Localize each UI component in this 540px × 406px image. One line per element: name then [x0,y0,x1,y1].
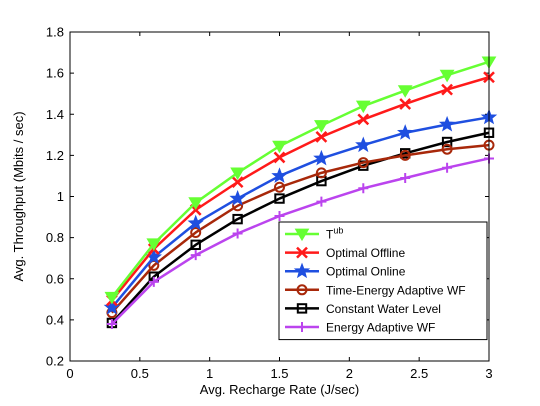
series-line-constant-water-level [110,131,490,324]
data-point-energy-adaptive-wf [148,276,159,287]
data-point-optimal-online [271,167,288,183]
x-tick-label: 1 [206,366,213,381]
data-point-optimal-online [103,298,121,315]
data-point-energy-adaptive-wf [232,228,243,239]
y-axis-label: Avg. Throughput (Mbits / sec) [11,111,26,281]
data-point-optimal-offline [315,130,328,143]
data-point-t [397,85,413,98]
data-point-t [146,238,162,251]
legend-label-optimal-online: Optimal Online [326,265,406,279]
plot-frame [69,31,490,362]
legend-entry-energy-adaptive-wf: Energy Adaptive WF [285,321,435,335]
data-point-optimal-offline [399,98,412,110]
data-point-time-energy-adaptive-wf [315,167,327,179]
data-point-optimal-offline [357,113,370,126]
data-point-t [104,291,120,305]
x-tick-label: 2.5 [410,366,428,381]
y-tick-label: 1.8 [46,25,64,40]
y-tick-label: 0.8 [46,230,64,245]
data-point-t [355,100,371,114]
legend-entry-time-energy-adaptive-wf: Time-Energy Adaptive WF [285,283,466,297]
data-point-optimal-online [313,149,330,166]
legend-label-constant-water-level: Constant Water Level [326,302,441,316]
legend-marker-t [294,228,310,242]
legend-marker-energy-adaptive-wf [297,322,307,332]
data-point-optimal-offline [231,176,244,188]
series-line-optimal-offline [110,76,490,302]
data-point-constant-water-level [441,136,453,148]
legend-marker-constant-water-level [296,303,308,314]
data-point-optimal-online [397,124,414,140]
data-point-time-energy-adaptive-wf [441,143,453,155]
y-tick-label: 1.2 [46,148,64,163]
data-point-optimal-offline [441,83,453,96]
data-point-energy-adaptive-wf [316,196,327,207]
data-point-energy-adaptive-wf [400,172,411,183]
data-point-time-energy-adaptive-wf [357,157,369,169]
data-point-time-energy-adaptive-wf [190,226,202,238]
y-tick-label: 1.4 [46,107,64,122]
data-point-optimal-offline [273,151,286,164]
x-tick-label: 2 [346,366,353,381]
legend-label-time-energy-adaptive-wf: Time-Energy Adaptive WF [326,283,466,297]
data-point-energy-adaptive-wf [190,250,201,261]
legend-marker-optimal-offline [296,246,308,259]
series-line-optimal-online [110,116,490,309]
data-point-t [272,140,287,154]
legend-box [278,221,488,341]
x-axis-label: Avg. Recharge Rate (J/sec) [200,382,359,397]
y-tick-label: 0.2 [46,354,64,369]
legend-label-optimal-offline: Optimal Offline [326,246,405,260]
legend-label-energy-adaptive-wf: Energy Adaptive WF [326,321,435,335]
data-point-t [188,197,204,210]
data-point-energy-adaptive-wf [274,211,285,222]
series-line-time-energy-adaptive-wf [110,143,490,314]
x-tick-label: 0.5 [131,366,149,381]
x-tick-label: 1.5 [270,366,288,381]
legend-marker-optimal-online [293,262,311,279]
data-point-constant-water-level [190,239,201,251]
x-tick-label: 3 [485,366,492,381]
data-point-time-energy-adaptive-wf [274,181,285,193]
data-point-optimal-online [229,189,246,206]
legend-entry-optimal-offline: Optimal Offline [285,246,405,260]
series-line-energy-adaptive-wf [111,157,490,325]
data-point-t [230,167,245,181]
data-point-energy-adaptive-wf [358,183,369,194]
legend-entry-optimal-online: Optimal Online [285,262,406,279]
legend-marker-time-energy-adaptive-wf [296,284,308,296]
legend-entry-constant-water-level: Constant Water Level [285,302,441,316]
y-tick-label: 1 [57,189,64,204]
data-point-time-energy-adaptive-wf [399,149,411,161]
y-tick-label: 0.6 [46,271,64,286]
y-tick-label: 1.6 [46,66,64,81]
data-point-constant-water-level [232,213,243,225]
data-point-energy-adaptive-wf [442,162,453,173]
legend-entry-t: Tub [285,226,343,242]
data-point-constant-water-level [274,193,285,204]
y-tick-label: 0.4 [46,312,64,327]
series-line-t [110,60,490,299]
data-point-t [439,69,455,83]
data-point-time-energy-adaptive-wf [148,259,160,271]
legend: Tub Optimal Offline Optimal Online Time-Ene… [278,221,488,341]
series-t [104,56,497,305]
data-point-energy-adaptive-wf [106,318,117,329]
data-point-t [314,120,329,133]
data-point-optimal-online [187,214,204,231]
x-tick-label: 0 [66,366,73,381]
legend-label-t: Tub [326,226,343,242]
data-point-optimal-online [355,136,372,153]
data-point-optimal-online [438,115,456,132]
